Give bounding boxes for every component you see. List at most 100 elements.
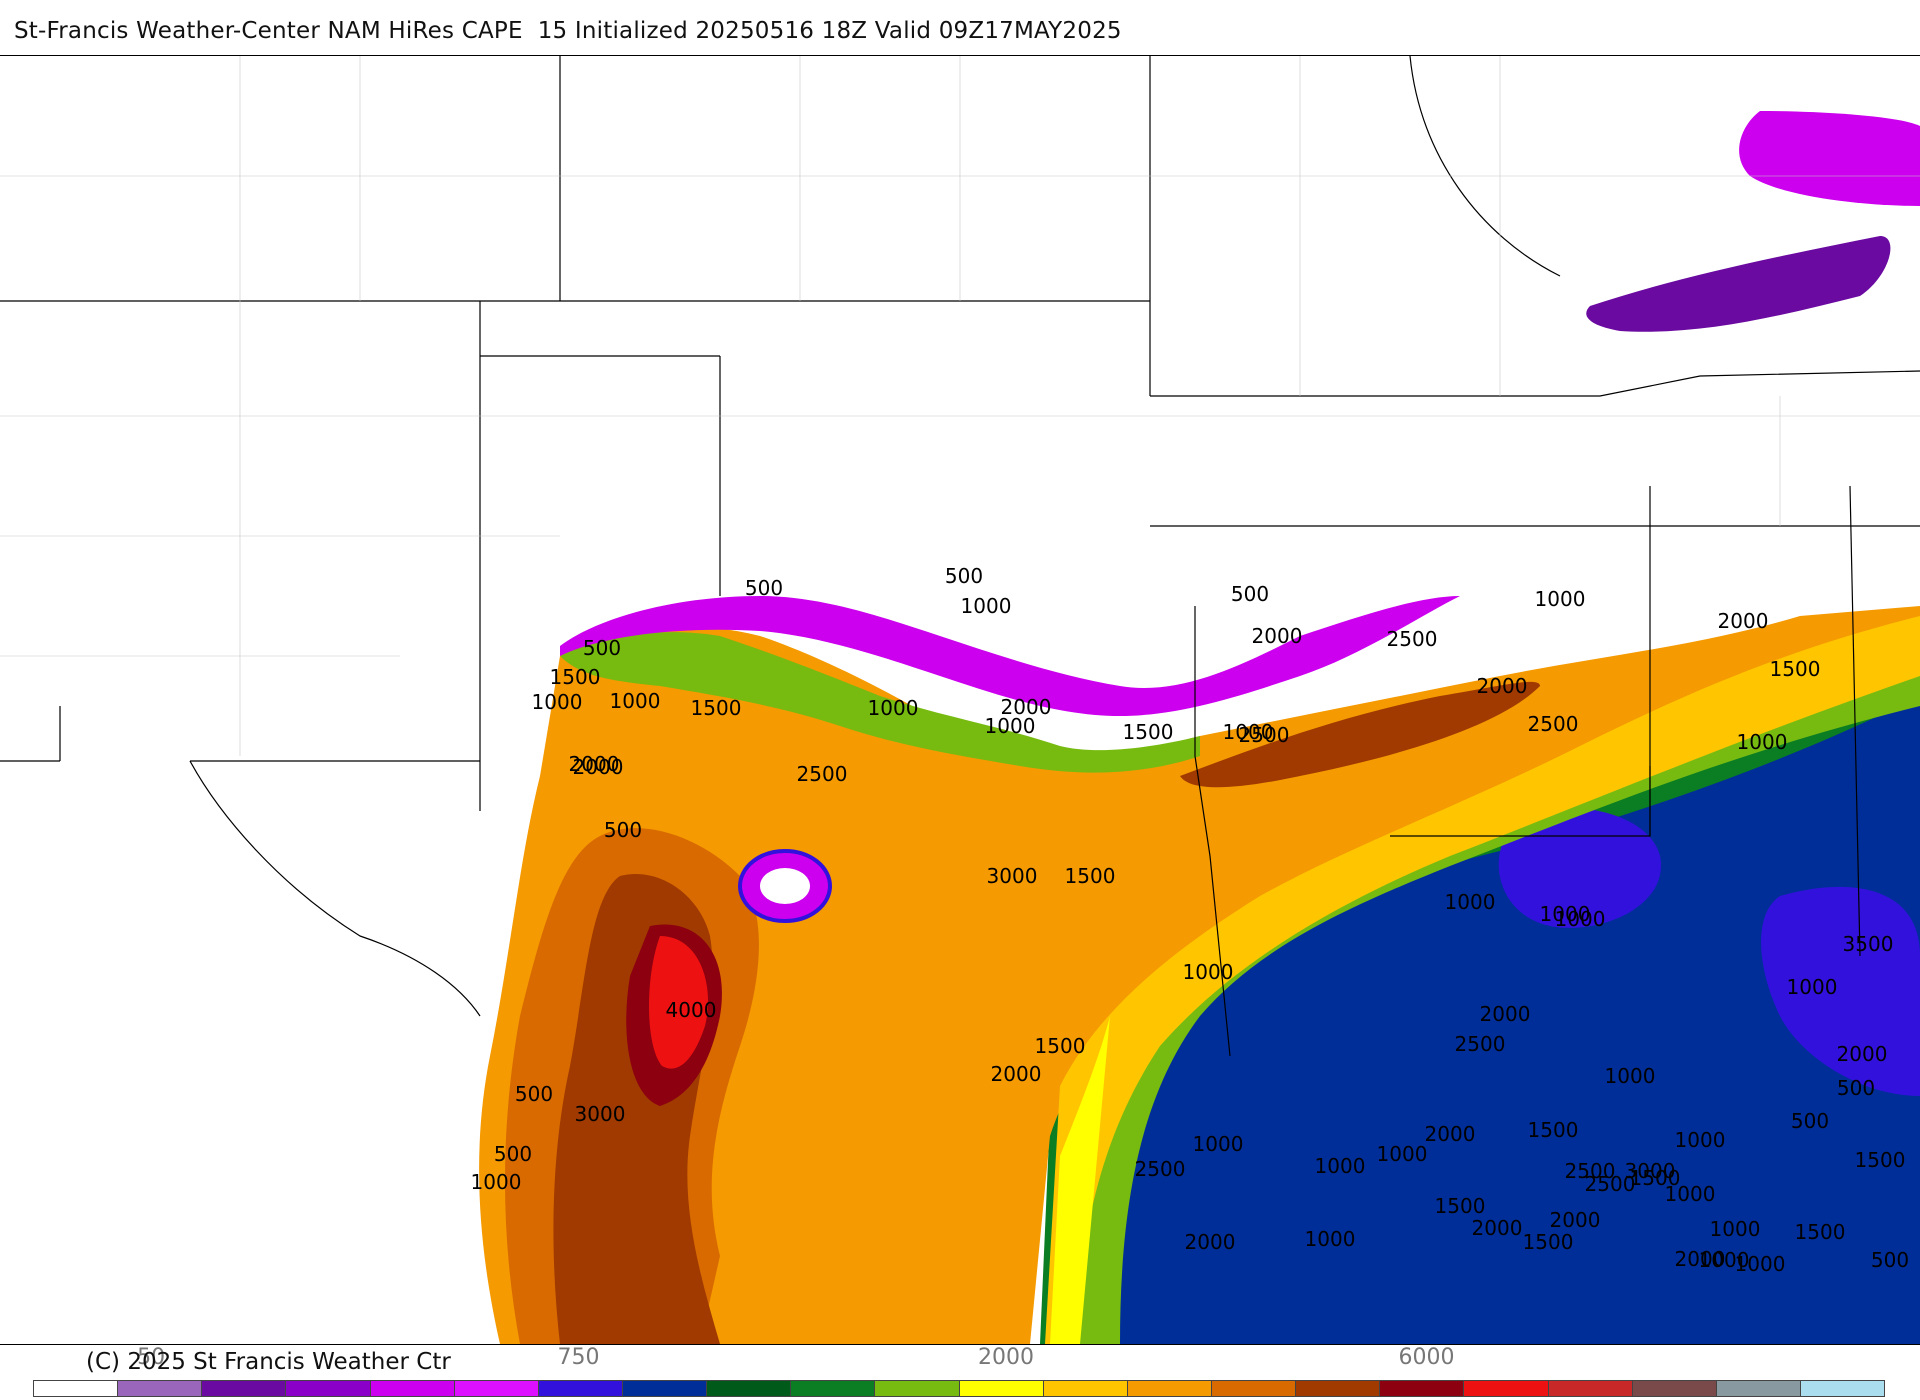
cape-field-purple-ne [1739,111,1920,206]
contour-label: 1500 [550,665,601,689]
contour-label: 1500 [691,696,742,720]
colorbar-swatch [622,1381,708,1396]
contour-label: 1000 [1665,1182,1716,1206]
contour-label: 2500 [1239,723,1290,747]
contour-label: 1000 [1445,890,1496,914]
colorbar-swatch [959,1381,1044,1396]
contour-label: 4000 [666,998,717,1022]
contour-label: 500 [494,1142,532,1166]
contour-label: 2000 [1480,1002,1531,1026]
colorbar-swatch [791,1381,876,1396]
contour-label: 500 [1231,582,1269,606]
colorbar-swatch [1380,1381,1465,1396]
contour-label: 2000 [1001,695,1052,719]
contour-label: 1000 [1735,1252,1786,1276]
contour-label: 1000 [1710,1217,1761,1241]
contour-label: 1000 [1699,1248,1750,1272]
cape-field-ring-inner [760,868,810,904]
contour-label: 1500 [1523,1230,1574,1254]
cape-field-indigo-1 [1498,808,1661,928]
contour-label: 2000 [1550,1208,1601,1232]
contour-label: 1000 [1315,1154,1366,1178]
cape-field-yellow-core [1050,1016,1110,1344]
contour-label: 3000 [575,1102,626,1126]
contour-label: 500 [945,564,983,588]
contour-label: 2000 [569,752,620,776]
colorbar-swatch [1800,1381,1885,1396]
contour-label: 2000 [1252,624,1303,648]
map-title: St-Francis Weather-Center NAM HiRes CAPE… [14,18,1122,44]
colorbar-swatch [1548,1381,1633,1396]
colorbar-swatch [875,1381,960,1396]
cape-field-north-edge-green [560,632,1200,773]
contour-label: 1000 [961,594,1012,618]
contour-label: 1500 [1065,864,1116,888]
colorbar-tick-labels: 50 750 2000 6000 [0,1345,1920,1375]
copyright-text: (C) 2025 St Francis Weather Ctr [86,1349,451,1375]
contour-label: 1000 [610,689,661,713]
contour-label: 2500 [1528,712,1579,736]
contour-label: 3500 [1843,932,1894,956]
contour-label: 500 [515,1082,553,1106]
contour-label: 500 [1791,1109,1829,1133]
contour-label: 1000 [1540,902,1591,926]
colorbar-swatch [1632,1381,1717,1396]
colorbar-tick-label: 2000 [978,1345,1034,1370]
colorbar-swatch [454,1381,539,1396]
contour-label: 2500 [1455,1032,1506,1056]
contour-label: 1000 [1377,1142,1428,1166]
contour-label: 2000 [1675,1247,1726,1271]
contour-label: 500 [583,636,621,660]
cape-field-yellow [1045,616,1920,1344]
contour-label: 1000 [1305,1227,1356,1251]
contour-label: 3000 [1625,1159,1676,1183]
colorbar-swatch [202,1381,287,1396]
contour-label: 2000 [1425,1122,1476,1146]
cape-field-purple-ne-2 [1586,236,1891,332]
colorbar-swatch [1127,1381,1212,1396]
contour-label: 1000 [1737,730,1788,754]
contour-label: 1500 [1795,1220,1846,1244]
contour-label: 2000 [1837,1042,1888,1066]
colorbar-swatch [1716,1381,1801,1396]
contour-label: 1000 [1223,720,1274,744]
colorbar-swatch [1464,1381,1549,1396]
colorbar-tick-label: 50 [137,1345,166,1370]
contour-label: 2000 [1718,609,1769,633]
contour-label: 1500 [1035,1034,1086,1058]
cape-field-brown-la [1180,681,1540,788]
cape-map[interactable]: 500 500 1000 500 1500 1000 1000 500 1500 1000 2000… [0,55,1920,1345]
contour-label: 1000 [532,690,583,714]
cape-field-layer [479,111,1920,1344]
colorbar-swatch [1296,1381,1381,1396]
colorbar-swatch [707,1381,792,1396]
contour-label: 1000 [868,696,919,720]
colorbar [33,1380,1885,1397]
contour-label: 1000 [1183,960,1234,984]
contour-label: 1500 [1123,720,1174,744]
contour-label: 1000 [1605,1064,1656,1088]
colorbar-swatch [34,1381,119,1396]
contour-label: 1000 [471,1170,522,1194]
contour-label: 1500 [1528,1118,1579,1142]
cape-field-indigo-2 [1761,886,1920,1096]
contour-label: 500 [745,576,783,600]
contour-label: 2500 [1387,627,1438,651]
contour-label: 2000 [1185,1230,1236,1254]
county-lines [0,56,1920,756]
colorbar-swatch [1211,1381,1297,1396]
contour-label: 1500 [1630,1166,1681,1190]
contour-label: 2500 [797,762,848,786]
cape-field-red-inner [648,936,708,1069]
contour-label: 3000 [987,864,1038,888]
contour-label: 1000 [1675,1128,1726,1152]
colorbar-swatch [286,1381,371,1396]
contour-label: 1500 [1435,1194,1486,1218]
colorbar-tick-label: 6000 [1398,1345,1455,1370]
contour-label: 1000 [1193,1132,1244,1156]
contour-label: 500 [604,818,642,842]
contour-label: 1000 [1787,975,1838,999]
colorbar-tick-label: 750 [557,1345,600,1370]
contour-label: 1000 [1535,587,1586,611]
